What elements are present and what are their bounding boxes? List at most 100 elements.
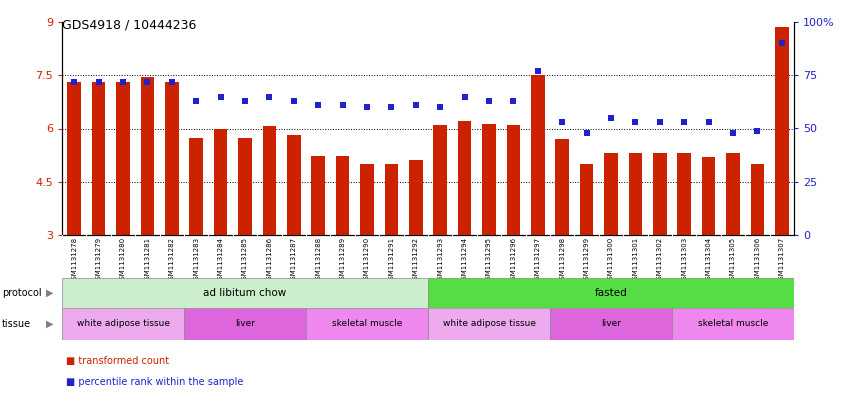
Bar — [775, 28, 788, 235]
Point — [556, 119, 569, 125]
Point — [604, 115, 618, 121]
Text: ■ transformed count: ■ transformed count — [66, 356, 169, 366]
Text: GSM1131282: GSM1131282 — [169, 237, 175, 284]
Bar — [726, 153, 739, 235]
Bar — [140, 77, 154, 235]
Bar — [531, 75, 545, 235]
Bar — [62, 308, 184, 340]
Text: GSM1131278: GSM1131278 — [71, 237, 77, 284]
Bar — [360, 164, 374, 235]
Point — [458, 94, 471, 100]
Bar — [702, 157, 716, 235]
Point — [336, 102, 349, 108]
Point — [433, 104, 447, 110]
Bar — [678, 153, 691, 235]
Text: protocol: protocol — [2, 288, 41, 298]
Point — [116, 79, 129, 85]
Text: tissue: tissue — [2, 319, 30, 329]
Bar — [428, 278, 794, 308]
Bar — [433, 125, 447, 235]
Text: GSM1131306: GSM1131306 — [755, 237, 761, 285]
Text: ad libitum chow: ad libitum chow — [203, 288, 287, 298]
Bar — [190, 138, 203, 235]
Text: GSM1131285: GSM1131285 — [242, 237, 248, 284]
Text: ■ percentile rank within the sample: ■ percentile rank within the sample — [66, 377, 244, 387]
Point — [775, 40, 788, 46]
Text: ▶: ▶ — [47, 319, 54, 329]
Text: GSM1131296: GSM1131296 — [510, 237, 516, 284]
Point — [190, 98, 203, 104]
Text: GSM1131295: GSM1131295 — [486, 237, 492, 284]
Bar — [428, 308, 550, 340]
Bar — [556, 139, 569, 235]
Bar — [184, 308, 306, 340]
Bar — [750, 164, 764, 235]
Text: GSM1131298: GSM1131298 — [559, 237, 565, 284]
Bar — [239, 138, 252, 235]
Text: skeletal muscle: skeletal muscle — [698, 320, 768, 329]
Point — [507, 98, 520, 104]
Text: GSM1131303: GSM1131303 — [681, 237, 687, 285]
Point — [653, 119, 667, 125]
Point — [68, 79, 81, 85]
Point — [678, 119, 691, 125]
Point — [360, 104, 374, 110]
Bar — [507, 125, 520, 235]
Bar — [214, 129, 228, 235]
Point — [385, 104, 398, 110]
Text: GSM1131280: GSM1131280 — [120, 237, 126, 284]
Text: GSM1131294: GSM1131294 — [462, 237, 468, 284]
Bar — [263, 126, 276, 235]
Text: GSM1131283: GSM1131283 — [193, 237, 199, 284]
Text: white adipose tissue: white adipose tissue — [442, 320, 536, 329]
Bar — [68, 83, 81, 235]
Bar — [409, 160, 422, 235]
Text: GDS4918 / 10444236: GDS4918 / 10444236 — [62, 18, 196, 31]
Point — [92, 79, 106, 85]
Text: GSM1131289: GSM1131289 — [339, 237, 346, 284]
Bar — [458, 121, 471, 235]
Text: GSM1131305: GSM1131305 — [730, 237, 736, 284]
Text: liver: liver — [235, 320, 255, 329]
Text: GSM1131299: GSM1131299 — [584, 237, 590, 284]
Point — [214, 94, 228, 100]
Text: fasted: fasted — [595, 288, 628, 298]
Bar — [116, 83, 129, 235]
Text: liver: liver — [601, 320, 621, 329]
Bar — [287, 135, 300, 235]
Text: GSM1131307: GSM1131307 — [779, 237, 785, 285]
Text: GSM1131301: GSM1131301 — [633, 237, 639, 285]
Bar — [165, 82, 179, 235]
Point — [482, 98, 496, 104]
Text: GSM1131292: GSM1131292 — [413, 237, 419, 284]
Text: GSM1131302: GSM1131302 — [656, 237, 662, 284]
Point — [165, 79, 179, 85]
Text: GSM1131293: GSM1131293 — [437, 237, 443, 284]
Bar — [385, 164, 398, 235]
Text: GSM1131300: GSM1131300 — [608, 237, 614, 285]
Text: GSM1131279: GSM1131279 — [96, 237, 102, 284]
Bar — [550, 308, 672, 340]
Point — [750, 127, 764, 134]
Text: GSM1131287: GSM1131287 — [291, 237, 297, 284]
Text: GSM1131281: GSM1131281 — [145, 237, 151, 284]
Bar — [604, 153, 618, 235]
Bar — [629, 153, 642, 235]
Text: GSM1131288: GSM1131288 — [316, 237, 321, 284]
Text: GSM1131291: GSM1131291 — [388, 237, 394, 284]
Text: GSM1131304: GSM1131304 — [706, 237, 711, 284]
Text: ▶: ▶ — [47, 288, 54, 298]
Bar — [580, 164, 593, 235]
Bar — [482, 124, 496, 235]
Text: GSM1131290: GSM1131290 — [364, 237, 370, 284]
Text: white adipose tissue: white adipose tissue — [76, 320, 169, 329]
Bar — [672, 308, 794, 340]
Point — [702, 119, 716, 125]
Point — [629, 119, 642, 125]
Bar — [306, 308, 428, 340]
Text: skeletal muscle: skeletal muscle — [332, 320, 402, 329]
Text: GSM1131284: GSM1131284 — [217, 237, 223, 284]
Point — [262, 94, 276, 100]
Point — [580, 130, 593, 136]
Bar — [653, 153, 667, 235]
